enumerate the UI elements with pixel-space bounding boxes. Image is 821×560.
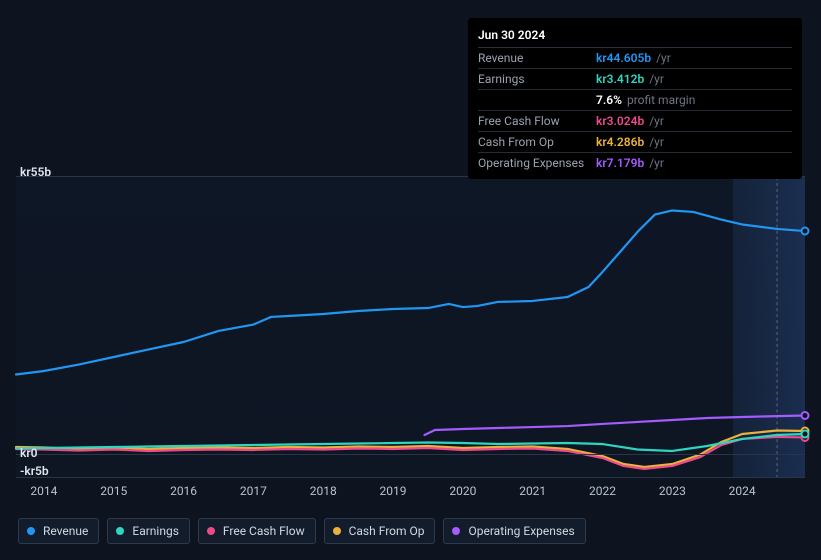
- tooltip-row-label: Cash From Op: [478, 132, 596, 153]
- legend-label: Cash From Op: [349, 524, 425, 538]
- chart-svg: [16, 177, 805, 477]
- legend-label: Earnings: [132, 524, 179, 538]
- tooltip-row-label: Free Cash Flow: [478, 111, 596, 132]
- tooltip-row: Earningskr3.412b /yr: [478, 69, 792, 90]
- chart-tooltip: Jun 30 2024 Revenuekr44.605b /yrEarnings…: [468, 18, 802, 179]
- x-axis-tick: 2023: [659, 484, 686, 498]
- legend-dot-icon: [333, 527, 341, 535]
- x-axis: 2014 2015 2016 2017 2018 2019 2020 2021 2022 2023…: [16, 484, 805, 502]
- tooltip-row: 7.6% profit margin: [478, 90, 792, 111]
- tooltip-row: Revenuekr44.605b /yr: [478, 48, 792, 69]
- chart-legend: Revenue Earnings Free Cash Flow Cash From O…: [18, 518, 586, 544]
- y-axis-label: -kr5b: [20, 464, 49, 478]
- legend-label: Revenue: [43, 524, 88, 538]
- tooltip-row-label: Earnings: [478, 69, 596, 90]
- tooltip-row-value: kr44.605b /yr: [596, 48, 792, 69]
- legend-item-earnings[interactable]: Earnings: [107, 518, 190, 544]
- tooltip-row-value: kr7.179b /yr: [596, 153, 792, 174]
- series-end-marker: [802, 228, 809, 235]
- x-axis-tick: 2016: [170, 484, 197, 498]
- tooltip-row: Free Cash Flowkr3.024b /yr: [478, 111, 792, 132]
- legend-dot-icon: [116, 527, 124, 535]
- x-axis-tick: 2022: [589, 484, 616, 498]
- chart-container: { "chart": { "type": "line", "background…: [0, 0, 821, 560]
- legend-dot-icon: [27, 527, 35, 535]
- x-axis-tick: 2019: [380, 484, 407, 498]
- series-end-marker: [802, 412, 809, 419]
- tooltip-row-value: 7.6% profit margin: [596, 90, 792, 111]
- tooltip-title: Jun 30 2024: [478, 26, 792, 48]
- y-axis-label: kr0: [20, 446, 38, 460]
- series-line-revenue: [16, 210, 805, 374]
- y-axis-label: kr55b: [20, 165, 51, 179]
- tooltip-row-value: kr4.286b /yr: [596, 132, 792, 153]
- tooltip-row-label: Operating Expenses: [478, 153, 596, 174]
- tooltip-row-value: kr3.024b /yr: [596, 111, 792, 132]
- legend-label: Operating Expenses: [468, 524, 574, 538]
- legend-item-cash-from-op[interactable]: Cash From Op: [324, 518, 436, 544]
- x-axis-tick: 2014: [30, 484, 57, 498]
- tooltip-row-label: [478, 90, 596, 111]
- x-axis-tick: 2020: [449, 484, 476, 498]
- tooltip-row: Cash From Opkr4.286b /yr: [478, 132, 792, 153]
- tooltip-row-value: kr3.412b /yr: [596, 69, 792, 90]
- chart-plot-area[interactable]: [16, 176, 805, 478]
- x-axis-tick: 2024: [729, 484, 756, 498]
- legend-dot-icon: [207, 527, 215, 535]
- series-line-operating-expenses: [425, 416, 806, 435]
- x-axis-tick: 2021: [519, 484, 546, 498]
- zero-grid-line: [16, 454, 805, 455]
- legend-label: Free Cash Flow: [223, 524, 305, 538]
- x-axis-tick: 2018: [310, 484, 337, 498]
- legend-dot-icon: [452, 527, 460, 535]
- x-axis-tick: 2017: [240, 484, 267, 498]
- tooltip-row-label: Revenue: [478, 48, 596, 69]
- legend-item-revenue[interactable]: Revenue: [18, 518, 99, 544]
- tooltip-table: Revenuekr44.605b /yrEarningskr3.412b /yr…: [478, 48, 792, 173]
- series-end-marker: [802, 431, 809, 438]
- x-axis-tick: 2015: [100, 484, 127, 498]
- tooltip-row: Operating Expenseskr7.179b /yr: [478, 153, 792, 174]
- legend-item-free-cash-flow[interactable]: Free Cash Flow: [198, 518, 316, 544]
- legend-item-operating-expenses[interactable]: Operating Expenses: [443, 518, 585, 544]
